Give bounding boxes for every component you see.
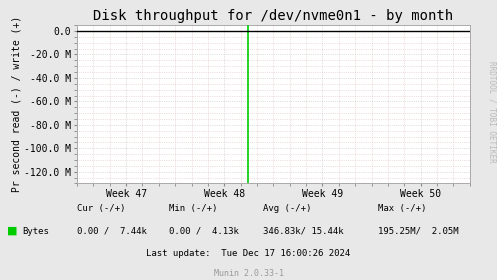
Text: Munin 2.0.33-1: Munin 2.0.33-1 xyxy=(214,269,283,277)
Title: Disk throughput for /dev/nvme0n1 - by month: Disk throughput for /dev/nvme0n1 - by mo… xyxy=(93,9,453,23)
Text: Avg (-/+): Avg (-/+) xyxy=(263,204,312,213)
Text: ■: ■ xyxy=(7,226,18,236)
Text: 346.83k/ 15.44k: 346.83k/ 15.44k xyxy=(263,227,344,235)
Text: 0.00 /  7.44k: 0.00 / 7.44k xyxy=(77,227,147,235)
Text: Max (-/+): Max (-/+) xyxy=(378,204,426,213)
Text: 195.25M/  2.05M: 195.25M/ 2.05M xyxy=(378,227,458,235)
Text: Cur (-/+): Cur (-/+) xyxy=(77,204,125,213)
Text: Last update:  Tue Dec 17 16:00:26 2024: Last update: Tue Dec 17 16:00:26 2024 xyxy=(147,249,350,258)
Text: Bytes: Bytes xyxy=(22,227,49,235)
Text: 0.00 /  4.13k: 0.00 / 4.13k xyxy=(169,227,239,235)
Text: Min (-/+): Min (-/+) xyxy=(169,204,217,213)
Y-axis label: Pr second read (-) / write (+): Pr second read (-) / write (+) xyxy=(12,16,22,192)
Text: RRDTOOL / TOBI OETIKER: RRDTOOL / TOBI OETIKER xyxy=(487,61,496,163)
